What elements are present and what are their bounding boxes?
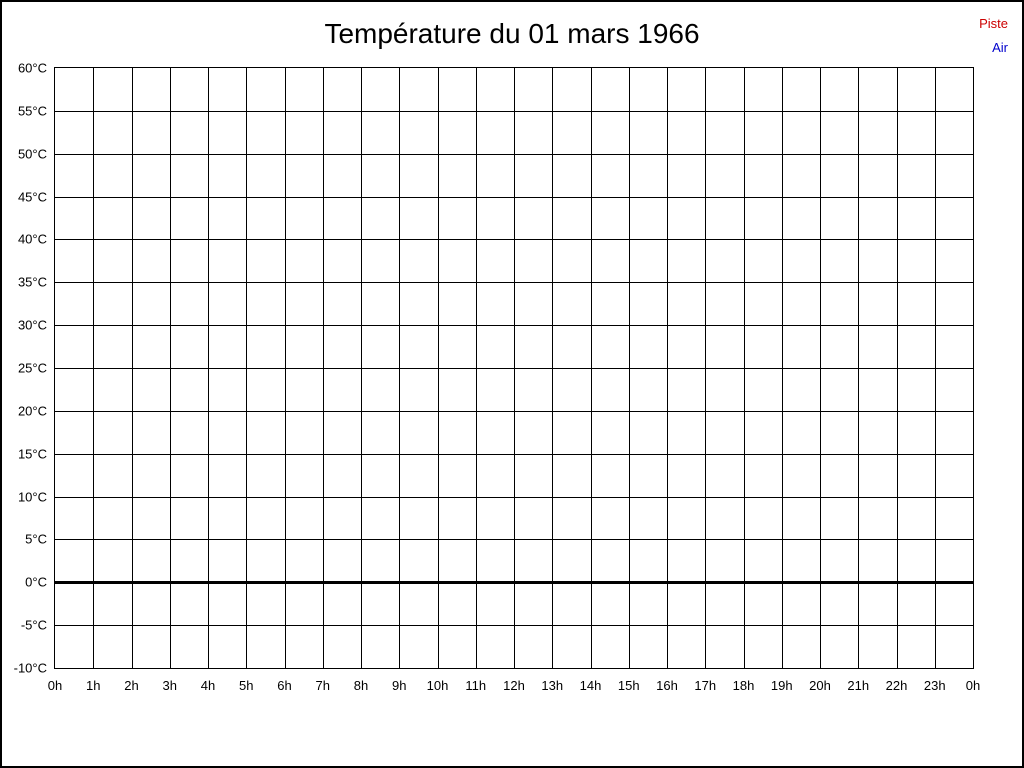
legend: Piste Air xyxy=(979,12,1008,60)
grid xyxy=(55,68,973,668)
y-tick-label: 15°C xyxy=(17,446,47,462)
x-tick-label: 2h xyxy=(124,678,139,693)
x-tick-label: 19h xyxy=(770,678,793,693)
x-tick-label: 11h xyxy=(465,678,487,693)
y-tick-label: 50°C xyxy=(17,146,47,162)
legend-item-piste: Piste xyxy=(979,16,1008,31)
x-tick-label: 7h xyxy=(315,678,330,693)
x-tick-label: 17h xyxy=(694,678,717,693)
x-tick-label: 1h xyxy=(86,678,101,693)
y-tick-label: 60°C xyxy=(17,60,47,76)
x-tick-label: 5h xyxy=(239,678,254,693)
x-tick-label: 23h xyxy=(923,678,946,693)
y-tick-label: -5°C xyxy=(20,617,47,633)
x-tick-label: 4h xyxy=(200,678,216,693)
y-tick-label: -10°C xyxy=(13,660,47,676)
y-tick-label: 40°C xyxy=(17,231,47,247)
x-tick-label: 14h xyxy=(579,678,602,693)
x-tick-label: 21h xyxy=(847,678,870,693)
x-tick-label: 12h xyxy=(503,678,525,693)
x-tick-label: 0h xyxy=(965,678,981,693)
legend-item-air: Air xyxy=(992,40,1008,55)
x-tick-label: 3h xyxy=(162,678,177,693)
y-tick-label: 35°C xyxy=(17,274,47,290)
x-tick-label: 16h xyxy=(656,678,678,693)
x-tick-label: 6h xyxy=(277,678,292,693)
y-tick-label: 20°C xyxy=(17,403,47,419)
plot-area xyxy=(54,67,974,669)
y-tick-label: 55°C xyxy=(17,103,47,119)
x-tick-label: 18h xyxy=(732,678,755,693)
chart-title: Température du 01 mars 1966 xyxy=(324,18,700,49)
x-tick-label: 20h xyxy=(809,678,831,693)
y-tick-label: 0°C xyxy=(25,574,47,590)
x-tick-label: 9h xyxy=(392,678,407,693)
y-tick-label: 30°C xyxy=(17,317,47,333)
y-tick-label: 25°C xyxy=(17,360,47,376)
x-tick-label: 0h xyxy=(47,678,63,693)
x-tick-label: 13h xyxy=(541,678,564,693)
x-tick-label: 8h xyxy=(353,678,369,693)
x-tick-label: 10h xyxy=(426,678,449,693)
y-tick-label: 45°C xyxy=(17,189,47,205)
y-tick-label: 10°C xyxy=(17,489,47,505)
x-tick-label: 15h xyxy=(617,678,640,693)
y-tick-label: 5°C xyxy=(25,531,47,547)
x-tick-label: 22h xyxy=(885,678,908,693)
